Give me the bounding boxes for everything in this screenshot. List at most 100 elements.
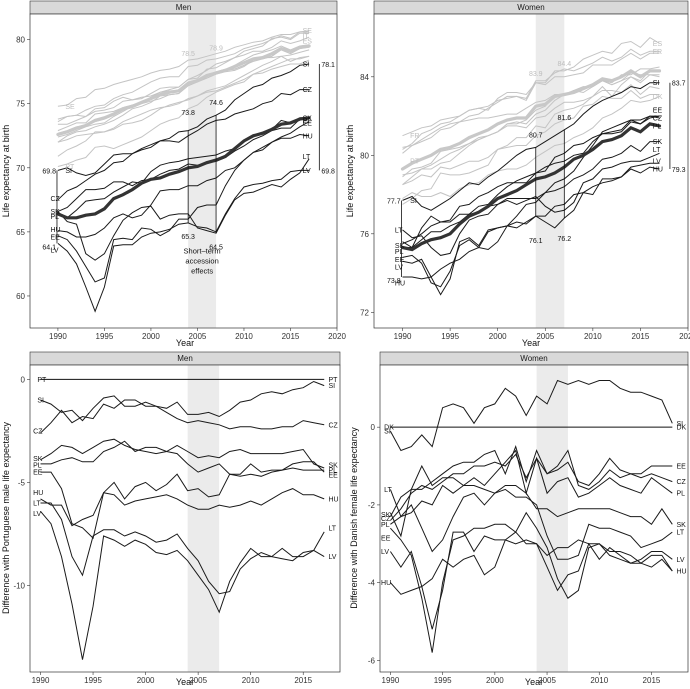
range-max-label-right: 78.1 [321,62,335,69]
series-lt [389,488,673,560]
series-ee_dip [390,511,673,653]
country-label: LV [653,159,661,166]
country-label: PL [395,249,404,256]
country-label: DK [384,425,394,432]
series-pl [390,449,673,525]
country-label: PL [33,462,42,469]
y-tick-label: 70 [16,164,25,173]
y-axis-title: Life expectancy at birth [1,125,11,218]
country-label: SI [65,168,72,175]
y-tick-label: 84 [360,73,369,82]
shade-value-label: 74.6 [209,100,223,107]
country-label: LV [50,247,58,254]
series-eu15-se [402,72,660,148]
y-axis-title: Difference with Portuguese male life exp… [1,422,11,614]
annotation-text: accession [185,257,218,266]
series-si [389,379,673,452]
country-label: SI [653,80,660,87]
country-label: EE [653,108,663,115]
x-tick-label: 2020 [328,332,346,341]
panel-4: Women 1990 1995 2000 2005 2010 2015 -6 -4 -2 0 Year… [349,351,689,687]
shade-value-label: 65.3 [181,234,195,241]
country-label: SI [303,61,310,68]
x-tick-label: 1995 [96,332,114,341]
x-tick-label: 1990 [382,676,400,685]
x-tick-label: 2015 [643,676,661,685]
country-label: LT [384,487,392,494]
country-label: LV [381,549,389,556]
country-label: LV [395,265,403,272]
x-tick-label: 2020 [679,332,690,341]
plot-area [29,364,341,673]
y-tick-label: -2 [368,501,376,510]
country-label: LT [33,501,41,508]
series-nms-lv [57,169,310,313]
y-tick-label: 76 [360,230,369,239]
x-tick-label: 2010 [584,332,602,341]
y-tick-label: 72 [360,308,369,317]
series-eu15-se [57,30,310,107]
x-tick-label: 1995 [441,332,459,341]
country-label: LV [303,168,311,175]
series-nms-average [56,116,311,220]
x-axis-title: Year [525,677,543,687]
x-tick-label: 2015 [632,332,650,341]
x-tick-label: 1995 [434,676,452,685]
country-label: FR [410,133,419,140]
country-label: EE [395,257,405,264]
plot-area [373,13,689,329]
country-label: CZ [303,87,313,94]
country-label: SI [677,421,684,428]
country-label: LV [328,554,336,561]
series-hu [40,488,325,527]
series-nms-si [57,63,310,177]
series-nms-lt [57,158,310,261]
y-tick-label: -4 [368,579,376,588]
panel-title: Men [176,3,192,12]
y-tick-label: 75 [16,100,25,109]
panel-2: Women 1990 1995 2000 2005 2010 2015 2020 72 76 80 8… [345,0,690,348]
series-eu15-nl [57,36,310,120]
country-label: LT [677,530,685,537]
series-nms-pl [402,115,660,248]
shade-value-label: 76.1 [529,238,543,245]
shade-value-label: 81.6 [557,115,571,122]
series-si [40,380,325,422]
country-label: EE [677,464,687,471]
x-tick-label: 2010 [242,676,260,685]
country-label: CZ [677,479,687,486]
shade-value-label: 84.4 [557,61,571,68]
country-label: CZ [50,196,60,203]
country-label: SK [381,512,391,519]
country-label: HU [33,490,43,497]
shade-value-label: 83.9 [529,71,543,78]
x-tick-label: 2015 [294,676,312,685]
country-label: HU [50,227,60,234]
x-tick-label: 1990 [49,332,67,341]
accession-shading [187,365,220,672]
shade-value-label: 64.5 [209,244,223,251]
country-label: PT [65,164,75,171]
series-ee [389,445,673,517]
annotation-text: Short–term [184,247,221,256]
country-label: PL [381,522,390,529]
range-min-label-right: 69.8 [321,168,335,175]
country-label: SI [384,429,391,436]
country-label: SE [303,28,313,35]
country-label: DK [677,425,687,432]
series-lt [40,502,325,595]
series-eu15-fr [402,48,660,137]
country-label: SK [677,522,687,529]
country-label: SK [303,115,313,122]
y-axis-title: Life expectancy at birth [345,125,355,218]
country-label: LT [395,227,403,234]
country-label: IT [303,33,310,40]
y-tick-label: 80 [16,36,25,45]
country-label: EE [328,473,338,480]
country-label: SK [395,243,405,250]
series-sk [40,438,325,469]
panel-1: Men 1990 1995 2000 2005 2010 2015 2020 60 65 70 75 8… [1,0,346,348]
panel-3: Men 1990 1995 2000 2005 2010 2015 -10 -5 0 Year Dif… [1,351,341,687]
country-label: HU [328,496,338,503]
